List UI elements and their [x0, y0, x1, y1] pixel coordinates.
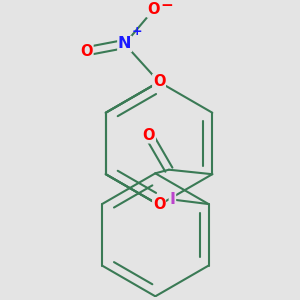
- Text: O: O: [147, 2, 160, 17]
- Text: −: −: [160, 0, 173, 13]
- Text: +: +: [132, 25, 143, 38]
- Text: O: O: [143, 128, 155, 143]
- Text: I: I: [169, 192, 175, 207]
- Text: O: O: [153, 197, 165, 212]
- Text: O: O: [80, 44, 93, 59]
- Text: O: O: [153, 74, 165, 89]
- Text: N: N: [118, 37, 131, 52]
